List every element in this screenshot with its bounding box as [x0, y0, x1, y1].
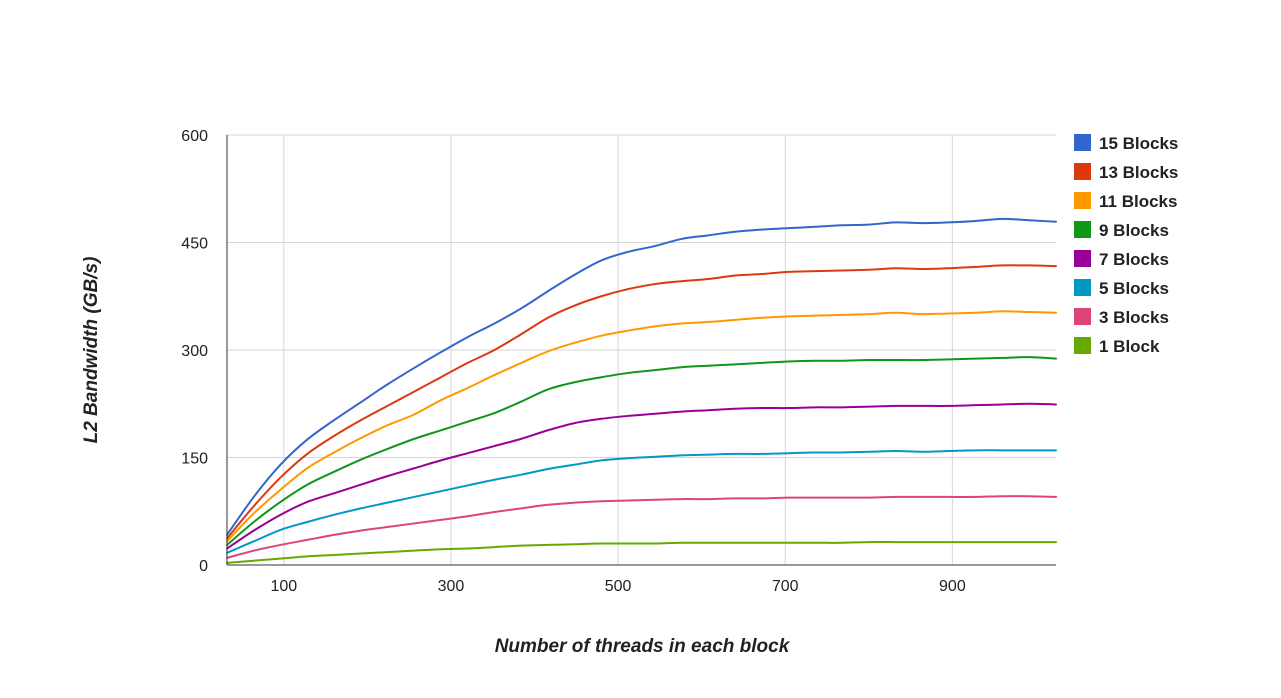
x-tick-label: 500: [605, 578, 632, 595]
axes: [226, 135, 1056, 566]
legend-swatch-13-blocks: [1074, 163, 1091, 180]
legend: 15 Blocks 13 Blocks 11 Blocks 9 Blocks 7 Blo…: [1074, 134, 1178, 356]
legend-label-3-blocks: 3 Blocks: [1099, 308, 1169, 327]
series-line-1-block: [226, 541, 1057, 564]
legend-label-11-blocks: 11 Blocks: [1099, 192, 1177, 211]
legend-swatch-3-blocks: [1074, 308, 1091, 325]
x-tick-label: 100: [270, 578, 297, 595]
series-line-9-blocks: [226, 356, 1057, 546]
legend-swatch-15-blocks: [1074, 134, 1091, 151]
legend-label-13-blocks: 13 Blocks: [1099, 163, 1178, 182]
tick-labels: 0 150 300 450 600 100 300 500 700 900: [181, 128, 966, 595]
legend-swatch-11-blocks: [1074, 192, 1091, 209]
legend-label-9-blocks: 9 Blocks: [1099, 221, 1169, 240]
series-line-7-blocks: [226, 402, 1057, 550]
legend-label-15-blocks: 15 Blocks: [1099, 134, 1178, 153]
y-tick-label: 600: [181, 128, 208, 145]
series-line-5-blocks: [226, 449, 1057, 554]
x-tick-label: 900: [939, 578, 966, 595]
y-tick-label: 0: [199, 558, 208, 575]
series-line-11-blocks: [226, 310, 1057, 543]
y-tick-label: 450: [181, 236, 208, 253]
gridlines: [227, 134, 1056, 565]
y-tick-label: 300: [181, 343, 208, 360]
legend-label-1-block: 1 Block: [1099, 337, 1160, 356]
series-lines: [226, 217, 1057, 564]
series-line-3-blocks: [226, 495, 1057, 559]
legend-swatch-5-blocks: [1074, 279, 1091, 296]
legend-swatch-7-blocks: [1074, 250, 1091, 267]
x-axis-title: Number of threads in each block: [495, 636, 791, 657]
legend-swatch-9-blocks: [1074, 221, 1091, 238]
x-tick-label: 300: [438, 578, 465, 595]
y-axis-title: L2 Bandwidth (GB/s): [81, 257, 102, 444]
series-line-15-blocks: [226, 217, 1057, 536]
legend-label-7-blocks: 7 Blocks: [1099, 250, 1169, 269]
series-line-13-blocks: [226, 264, 1057, 540]
x-tick-label: 700: [772, 578, 799, 595]
y-tick-label: 150: [181, 451, 208, 468]
legend-swatch-1-block: [1074, 337, 1091, 354]
legend-label-5-blocks: 5 Blocks: [1099, 279, 1169, 298]
